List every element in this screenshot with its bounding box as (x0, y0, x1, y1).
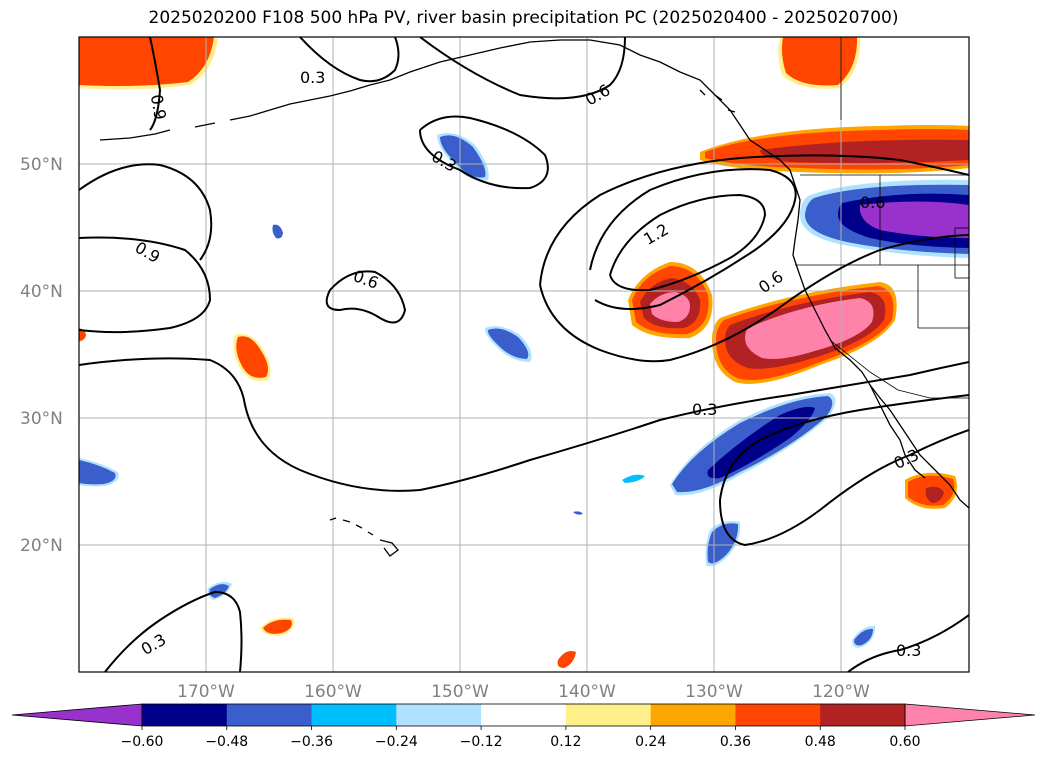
figure-title: 2025020200 F108 500 hPa PV, river basin … (148, 8, 899, 28)
colorbar-tick-label: −0.36 (290, 734, 333, 750)
contour-label: 0.6 (860, 193, 885, 212)
colorbar-tick-label: −0.24 (375, 734, 418, 750)
colorbar-box (820, 704, 906, 726)
colorbar-box (735, 704, 821, 726)
colorbar-tick-label: 0.12 (550, 734, 581, 750)
colorbar-tick-label: −0.60 (121, 734, 164, 750)
colorbar: −0.60 −0.48 −0.36 −0.24 −0.12 0.12 0.24 0.36 0.4… (11, 703, 1036, 750)
lat-label-20n: 20°N (20, 536, 63, 556)
colorbar-box (311, 704, 397, 726)
lon-label-140w: 140°W (558, 682, 616, 702)
colorbar-box (226, 704, 313, 726)
precip-anomaly-fill (79, 37, 969, 668)
lat-label-50n: 50°N (20, 155, 63, 175)
colorbar-frame (141, 703, 906, 727)
colorbar-tick-label: −0.48 (205, 734, 248, 750)
political-borders (795, 37, 969, 399)
colorbar-box (481, 704, 567, 726)
coastlines (99, 39, 969, 557)
lon-label-170w: 170°W (177, 682, 235, 702)
pv-contours (79, 37, 969, 672)
contour-label: 0.9 (147, 93, 170, 121)
map-area: 0.3 0.6 0.9 1.2 0.6 0.3 0.6 0.9 0.6 0.3 … (79, 37, 969, 672)
lat-label-30n: 30°N (20, 409, 63, 429)
contour-label: 0.3 (896, 641, 921, 660)
colorbar-tick-label: 0.36 (720, 734, 751, 750)
lon-label-130w: 130°W (685, 682, 743, 702)
latitude-labels: 50°N 40°N 30°N 20°N (20, 155, 63, 556)
pv-contour-labels: 0.3 0.6 0.9 1.2 0.6 0.3 0.6 0.9 0.6 0.3 … (132, 68, 922, 660)
lon-label-150w: 150°W (431, 682, 489, 702)
lon-label-120w: 120°W (812, 682, 870, 702)
colorbar-box (565, 704, 652, 726)
map-frame (78, 36, 970, 673)
contour-label: 0.3 (300, 68, 325, 87)
colorbar-tick-label: 0.60 (889, 734, 920, 750)
colorbar-extend-high (904, 703, 1036, 727)
lat-label-40n: 40°N (20, 282, 63, 302)
colorbar-box (142, 704, 228, 726)
colorbar-box (650, 704, 736, 726)
colorbar-extend-low (11, 703, 143, 727)
colorbar-tick-label: 0.24 (635, 734, 666, 750)
longitude-labels: 170°W 160°W 150°W 140°W 130°W 120°W (177, 682, 870, 702)
lon-label-160w: 160°W (304, 682, 362, 702)
colorbar-tick-label: 0.48 (805, 734, 836, 750)
colorbar-tick-label: −0.12 (460, 734, 503, 750)
colorbar-box (396, 704, 482, 726)
contour-label: 0.3 (692, 400, 717, 419)
